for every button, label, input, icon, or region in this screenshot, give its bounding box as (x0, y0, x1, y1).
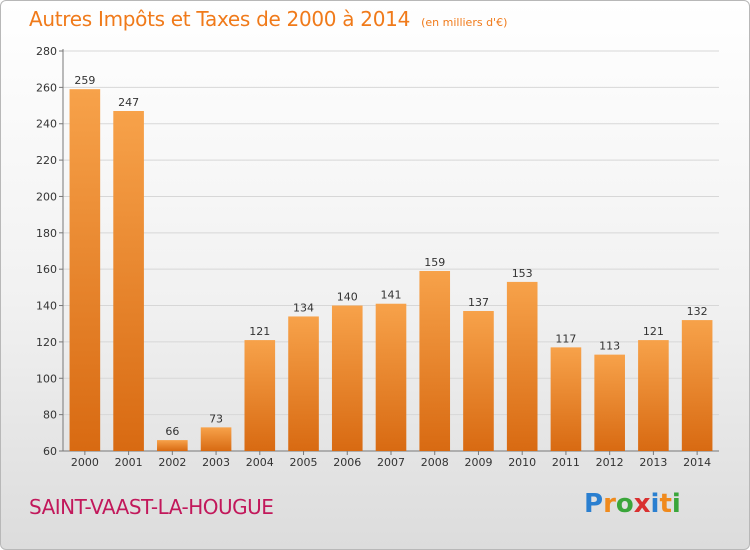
bar-2010 (506, 281, 538, 451)
x-tick-label: 2005 (290, 456, 318, 469)
x-tick-label: 2006 (333, 456, 361, 469)
x-tick-label: 2013 (639, 456, 667, 469)
bar-value-label: 132 (687, 305, 708, 318)
x-tick-label: 2008 (421, 456, 449, 469)
bar-2005 (288, 316, 319, 451)
y-tick-label: 140 (36, 300, 57, 313)
commune-name: SAINT-VAAST-LA-HOUGUE (29, 495, 274, 519)
logo-letter: o (615, 489, 634, 519)
bar-value-label: 113 (599, 340, 620, 353)
logo-letter: r (603, 489, 616, 519)
y-tick-label: 60 (43, 445, 57, 458)
y-tick-label: 280 (36, 45, 57, 58)
y-tick-label: 80 (43, 409, 57, 422)
bar-value-label: 140 (337, 291, 358, 304)
bar-value-label: 259 (74, 74, 95, 87)
bar-value-label: 137 (468, 296, 489, 309)
x-tick-label: 2004 (246, 456, 274, 469)
x-tick-label: 2012 (596, 456, 624, 469)
bar-2009 (463, 311, 494, 451)
y-tick-label: 120 (36, 336, 57, 349)
y-tick-label: 100 (36, 372, 57, 385)
bar-2001 (113, 111, 144, 451)
bar-value-label: 159 (424, 256, 445, 269)
x-tick-label: 2000 (71, 456, 99, 469)
chart-title: Autres Impôts et Taxes de 2000 à 2014 (29, 7, 410, 31)
proxiti-logo[interactable]: Proxiti (584, 489, 681, 519)
bar-value-label: 121 (643, 325, 664, 338)
x-tick-label: 2009 (464, 456, 492, 469)
y-tick-label: 160 (36, 263, 57, 276)
bar-2007 (375, 303, 407, 451)
bar-value-label: 121 (249, 325, 270, 338)
x-tick-label: 2002 (158, 456, 186, 469)
logo-letter: x (633, 489, 651, 519)
bar-value-label: 141 (381, 289, 402, 302)
bar-2012 (594, 354, 625, 451)
y-tick-label: 240 (36, 118, 57, 131)
bar-value-label: 117 (555, 332, 576, 345)
logo-letter: i (650, 489, 660, 519)
bar-2003 (200, 427, 232, 451)
x-tick-label: 2001 (115, 456, 143, 469)
bar-2000 (69, 89, 101, 451)
x-tick-label: 2011 (552, 456, 580, 469)
bar-value-label: 153 (512, 267, 533, 280)
bar-value-label: 247 (118, 96, 139, 109)
logo-letter: t (659, 489, 672, 519)
x-tick-label: 2010 (508, 456, 536, 469)
x-tick-label: 2003 (202, 456, 230, 469)
x-tick-label: 2014 (683, 456, 711, 469)
bar-value-label: 73 (209, 412, 223, 425)
y-tick-label: 220 (36, 154, 57, 167)
bar-2006 (331, 305, 363, 451)
chart-subtitle: (en milliers d'€) (421, 16, 508, 29)
bar-2008 (419, 271, 451, 451)
bar-2002 (157, 440, 188, 451)
bar-2014 (681, 320, 713, 451)
x-tick-label: 2007 (377, 456, 405, 469)
bar-value-label: 66 (165, 425, 179, 438)
y-tick-label: 180 (36, 227, 57, 240)
logo-letter: i (671, 489, 681, 519)
bars (69, 89, 713, 451)
logo-letter: P (584, 489, 604, 519)
labels: 60 80 100 120 140 160 180 200 220 240 260 280 259 200… (36, 45, 711, 469)
y-tick-label: 200 (36, 190, 57, 203)
title-row: Autres Impôts et Taxes de 2000 à 2014 (e… (29, 7, 507, 31)
bar-2013 (638, 340, 669, 451)
y-tick-label: 260 (36, 81, 57, 94)
bar-2004 (244, 340, 276, 451)
bar-2011 (550, 347, 582, 451)
bar-value-label: 134 (293, 301, 314, 314)
